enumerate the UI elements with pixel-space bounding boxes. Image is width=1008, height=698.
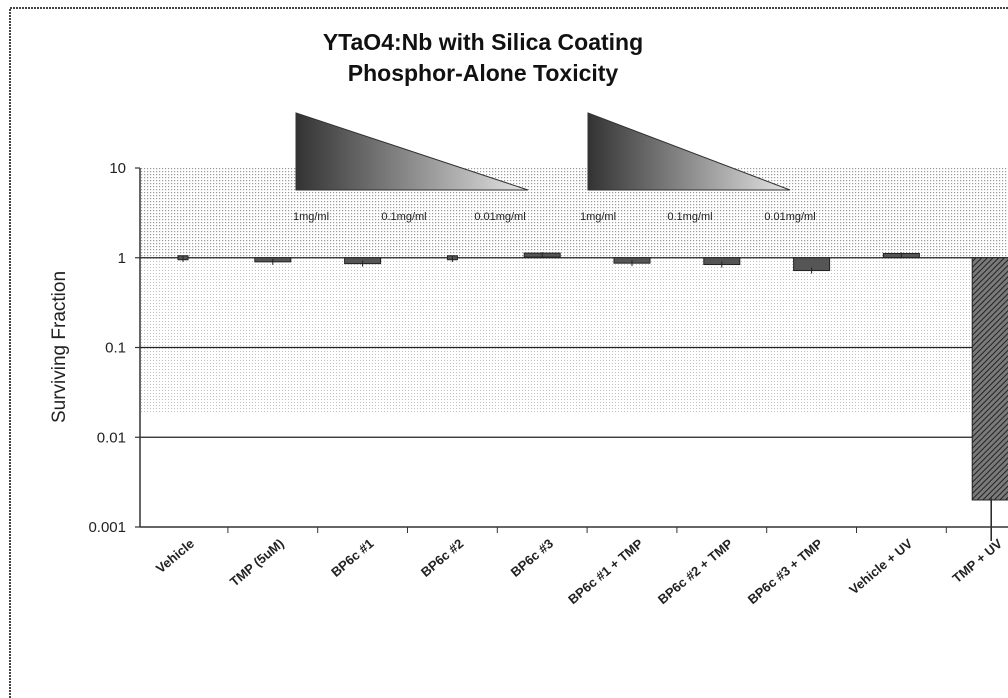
bar [971,257,1008,501]
x-tick-label: BP6c #2 + TMP [655,536,736,607]
x-tick-label: Vehicle [153,536,197,576]
bar-layer [177,252,1008,541]
concentration-label: 1mg/ml [293,211,329,223]
x-tick-label: Vehicle + UV [846,536,915,598]
chart-title: YTaO4:Nb with Silica Coating [323,29,643,55]
y-tick-label: 0.001 [88,519,126,536]
plot-shading-mid [140,258,1008,414]
x-tick-label: BP6c #3 [508,536,556,580]
concentration-label: 0.1mg/ml [667,211,712,223]
y-tick-label: 10 [109,160,126,177]
concentration-label: 1mg/ml [580,211,616,223]
x-tick-label: TMP (5uM) [227,536,287,590]
plot-shading-upper [140,168,1008,258]
y-tick-label: 1 [118,250,126,267]
x-tick-layer: Vehicle TMP (5uM) BP6c #1 BP6c #2 BP6c #3 BP6… [153,527,1005,607]
concentration-label: 0.01mg/ml [764,211,815,223]
y-tick-label: 0.1 [105,340,126,357]
x-tick-label: BP6c #3 + TMP [745,536,826,607]
y-axis-label: Surviving Fraction [49,271,70,423]
x-tick-label: BP6c #1 + TMP [565,536,646,607]
y-tick-label: 0.01 [97,429,126,446]
x-tick-label: TMP + UV [949,536,1005,586]
x-tick-label: BP6c #2 [418,536,466,580]
concentration-wedge-2 [587,112,791,191]
concentration-label-layer: 1mg/ml 0.1mg/ml 0.01mg/ml 1mg/ml 0.1mg/ml 0.0… [293,211,816,223]
y-tick-layer: 10 1 0.1 0.01 0.001 [88,160,140,536]
concentration-label: 0.1mg/ml [381,211,426,223]
chart-subtitle: Phosphor-Alone Toxicity [348,60,619,86]
figure-frame [9,7,1008,698]
concentration-label: 0.01mg/ml [474,211,525,223]
concentration-wedge-1 [295,112,529,191]
x-tick-label: BP6c #1 [328,536,376,580]
